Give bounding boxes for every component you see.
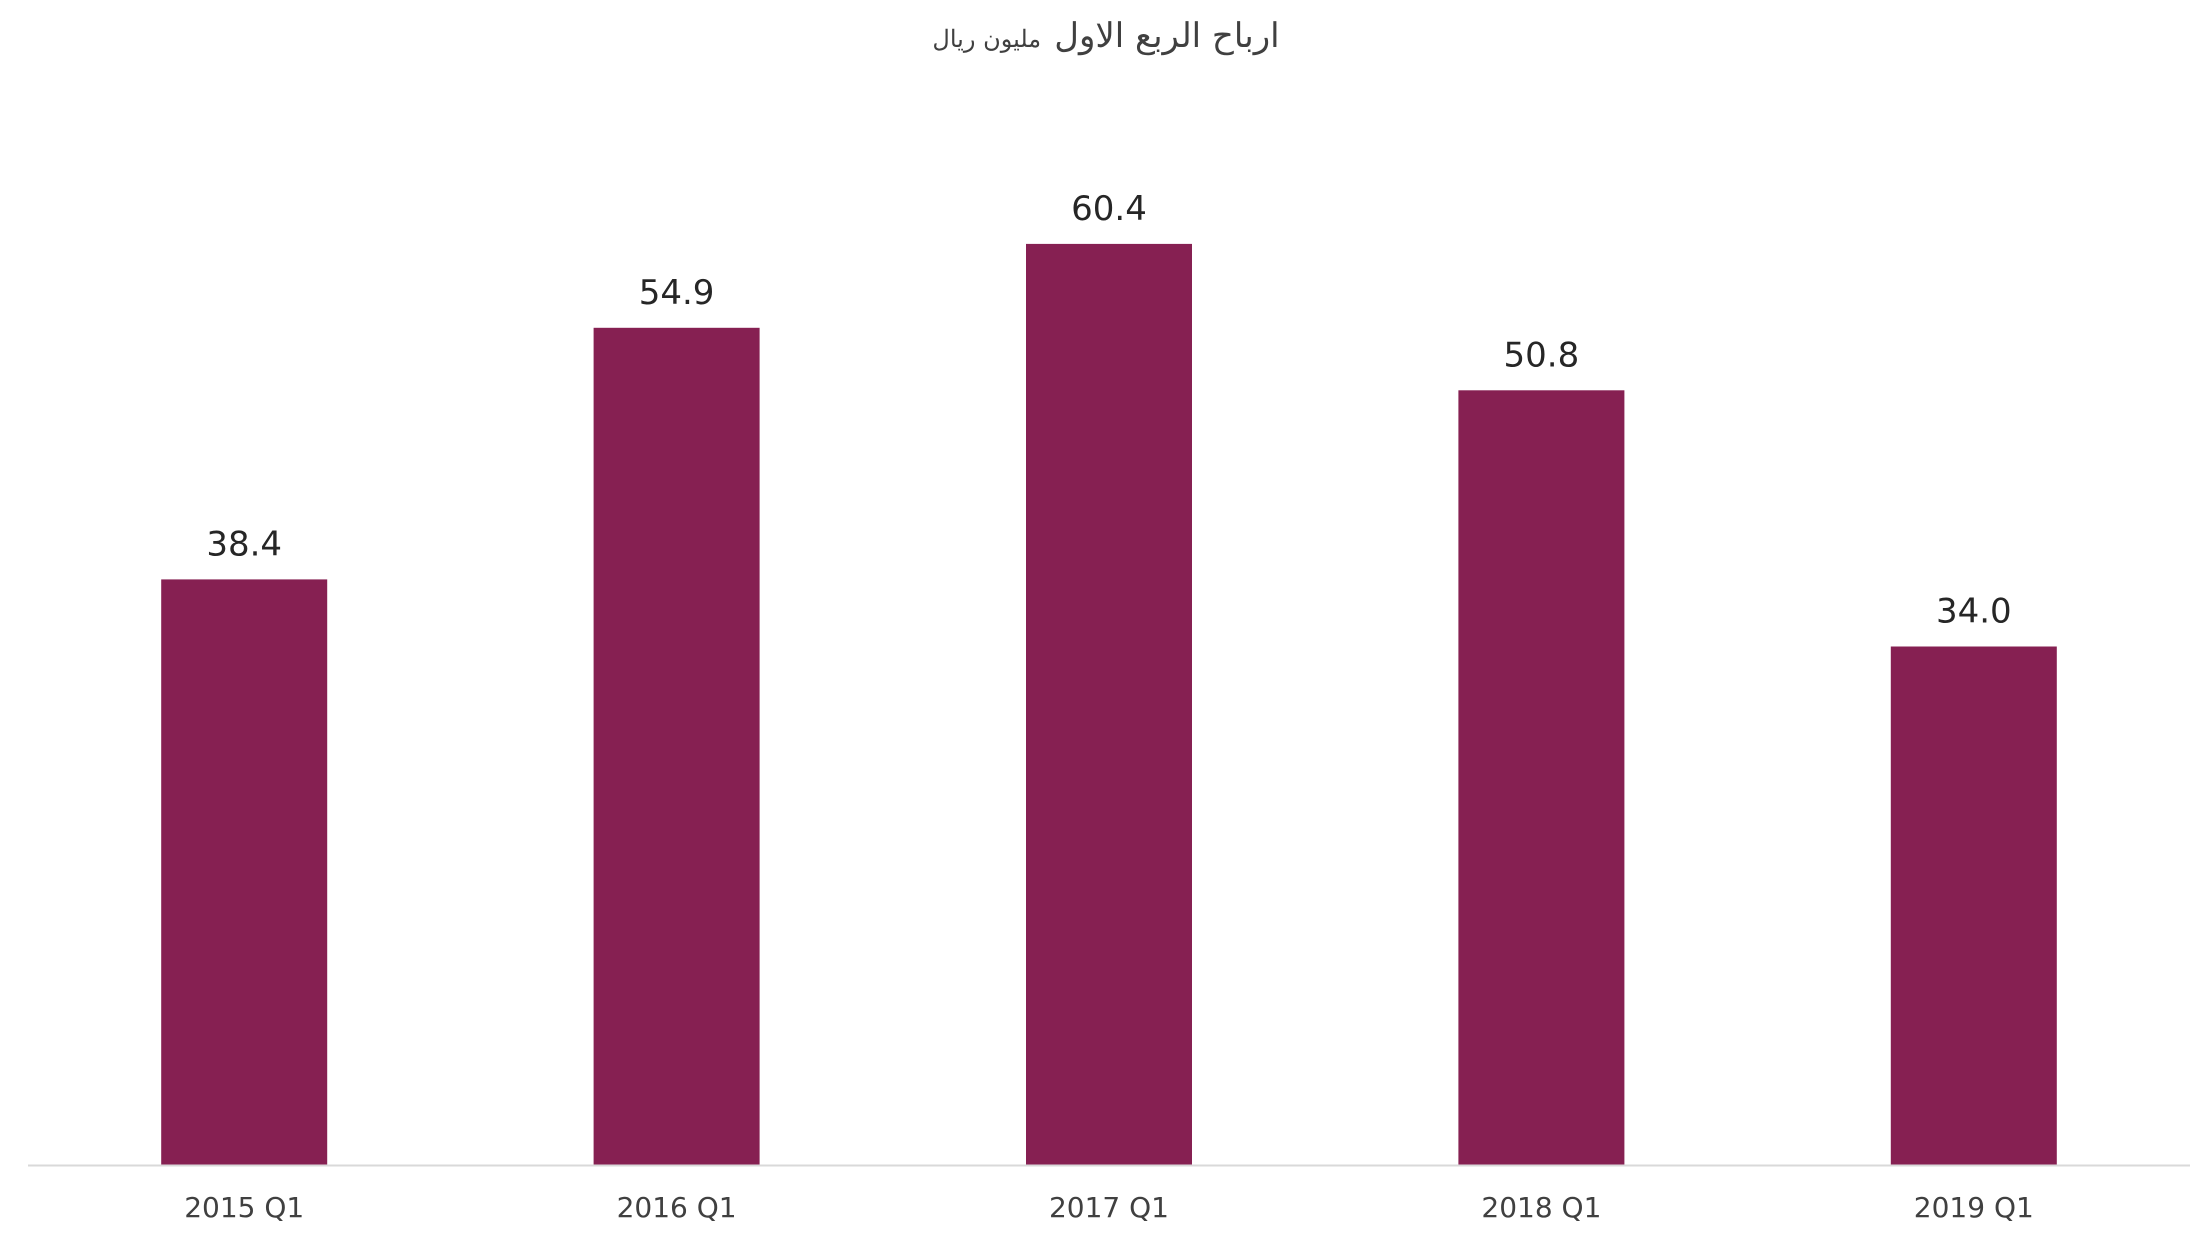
chart-title-unit: مليون ريال [932, 25, 1042, 53]
bar-2015-q1 [161, 579, 328, 1165]
x-tick-labels-layer: 2015 Q1 2016 Q1 2017 Q1 2018 Q1 2019 Q1 [184, 1191, 2034, 1224]
x-tick-label-2018-q1: 2018 Q1 [1481, 1191, 1601, 1224]
data-label-2015-q1: 38.4 [206, 524, 282, 564]
bar-2016-q1 [593, 327, 760, 1165]
x-tick-label-2015-q1: 2015 Q1 [184, 1191, 304, 1224]
bar-2019-q1 [1890, 646, 2057, 1165]
x-tick-label-2016-q1: 2016 Q1 [617, 1191, 737, 1224]
chart-title-main: ارباح الربع الاول [1054, 16, 1280, 56]
chart-title: ارباح الربع الاول مليون ريال [0, 16, 2212, 56]
data-label-2018-q1: 50.8 [1504, 335, 1580, 375]
bars-layer [161, 243, 2057, 1165]
x-tick-label-2017-q1: 2017 Q1 [1049, 1191, 1169, 1224]
data-label-2016-q1: 54.9 [639, 273, 715, 313]
x-tick-label-2019-q1: 2019 Q1 [1914, 1191, 2034, 1224]
bar-2017-q1 [1026, 243, 1192, 1165]
data-label-2017-q1: 60.4 [1071, 189, 1147, 229]
bar-2018-q1 [1458, 390, 1625, 1165]
data-label-2019-q1: 34.0 [1936, 592, 2012, 632]
value-labels-layer: 38.4 54.9 60.4 50.8 34.0 [206, 189, 2011, 632]
